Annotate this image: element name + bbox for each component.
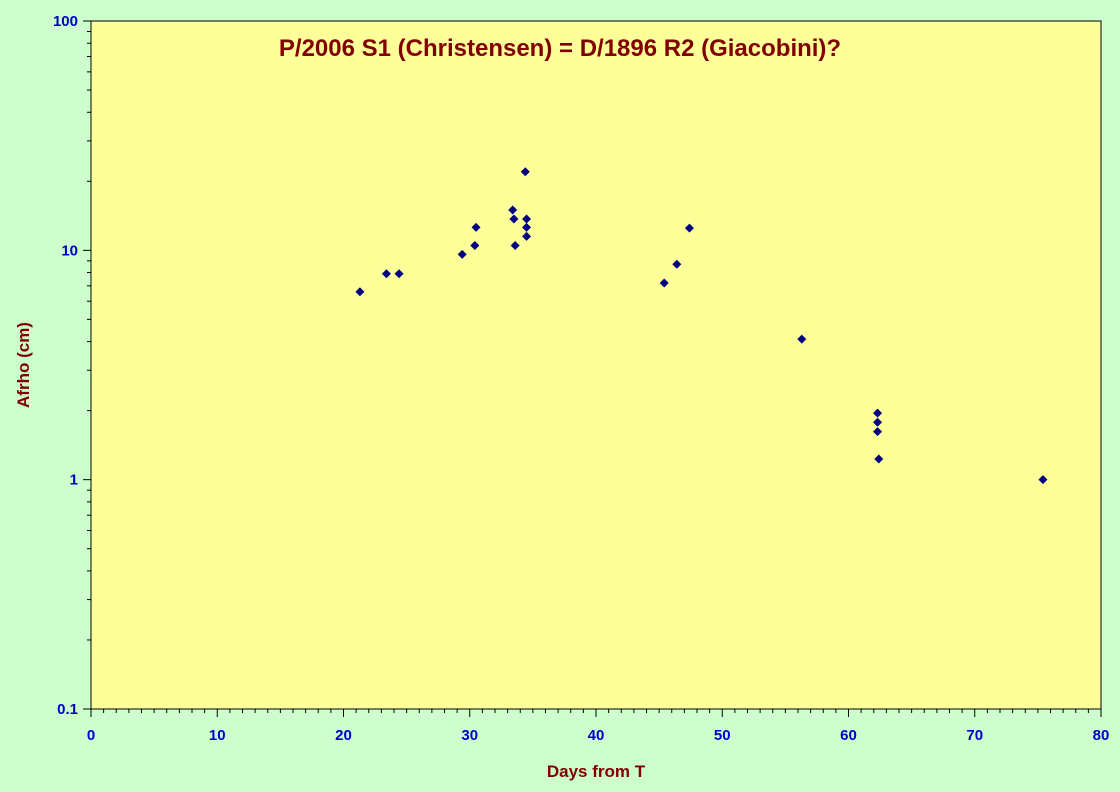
data-point [797, 334, 807, 344]
data-point [684, 223, 694, 233]
x-axis: 0 10 20 30 40 50 60 70 80 [87, 709, 1110, 744]
data-point [522, 222, 532, 232]
plot-area [90, 20, 1102, 710]
x-tick-label: 70 [966, 727, 983, 744]
data-point [522, 231, 532, 241]
x-tick-label: 20 [335, 727, 352, 744]
y-tick-label: 0.1 [57, 701, 78, 718]
data-point [457, 249, 467, 259]
y-tick-label: 100 [53, 13, 78, 30]
data-point [873, 417, 883, 427]
x-tick-label: 30 [461, 727, 478, 744]
y-tick-label: 10 [61, 242, 78, 259]
data-point [1038, 475, 1048, 485]
y-axis: 0.1 1 10 100 [53, 13, 91, 718]
chart-title: P/2006 S1 (Christensen) = D/1896 R2 (Gia… [279, 35, 841, 62]
data-point [874, 454, 884, 464]
y-tick-label: 1 [70, 472, 78, 489]
data-point [508, 205, 518, 215]
data-point [520, 167, 530, 177]
data-point [873, 427, 883, 437]
data-point [471, 222, 481, 232]
data-point [873, 408, 883, 418]
x-tick-label: 10 [209, 727, 226, 744]
data-point [381, 269, 391, 279]
x-axis-label: Days from T [547, 762, 646, 781]
x-tick-label: 40 [588, 727, 605, 744]
x-tick-label: 0 [87, 727, 95, 744]
data-point [509, 214, 519, 224]
y-axis-label: Afrho (cm) [14, 322, 33, 408]
data-point [522, 214, 532, 224]
x-tick-label: 80 [1093, 727, 1110, 744]
data-point [470, 240, 480, 250]
x-tick-label: 60 [840, 727, 857, 744]
data-point [672, 259, 682, 269]
data-point [510, 240, 520, 250]
data-point [394, 269, 404, 279]
data-points [355, 167, 1048, 485]
data-point [355, 287, 365, 297]
data-point [659, 278, 669, 288]
x-tick-label: 50 [714, 727, 731, 744]
